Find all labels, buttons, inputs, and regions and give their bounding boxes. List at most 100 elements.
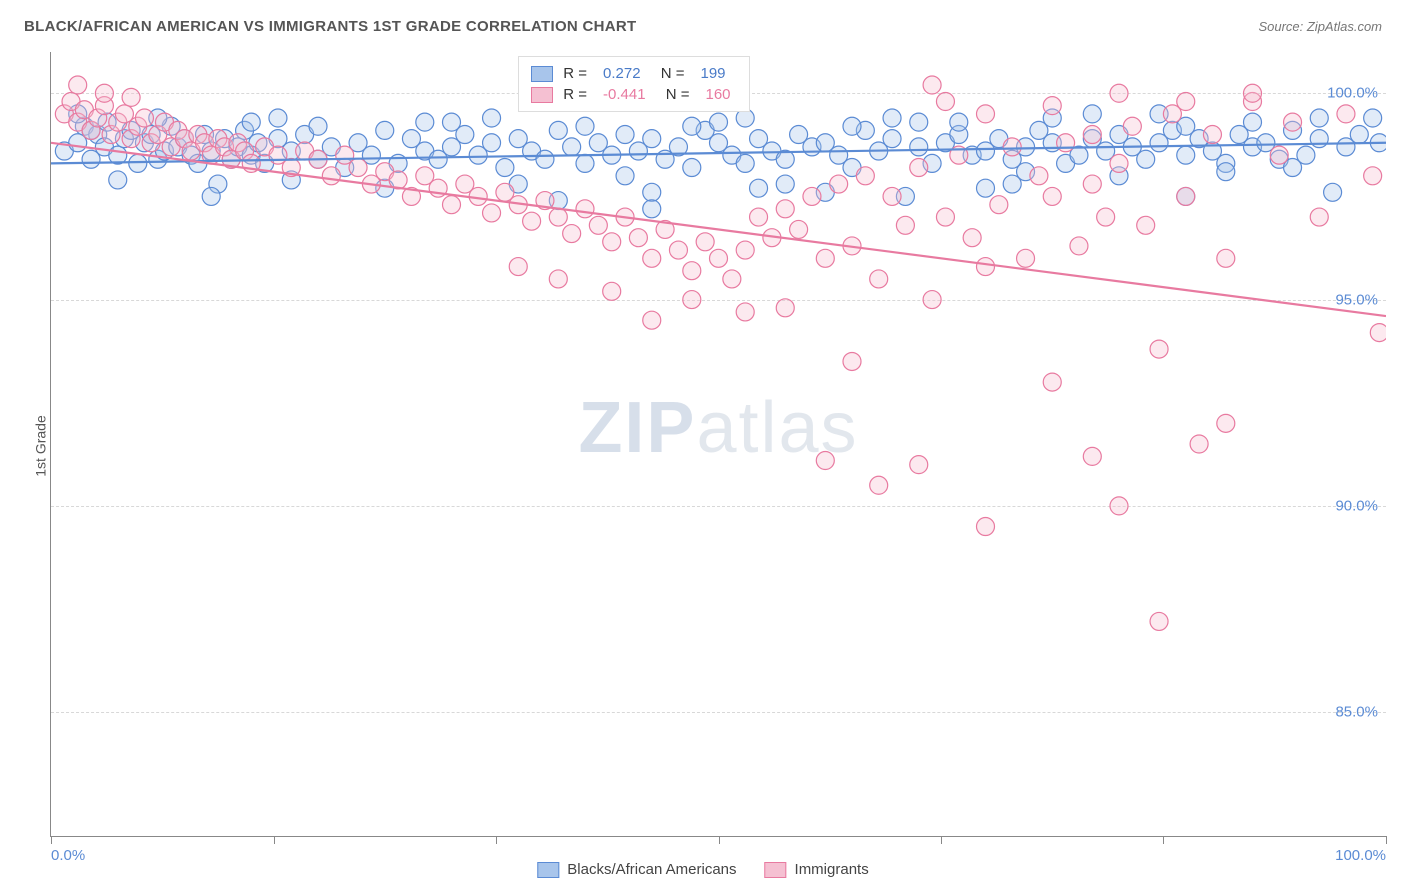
data-point — [963, 229, 981, 247]
data-point — [549, 208, 567, 226]
data-point — [856, 167, 874, 185]
data-point — [710, 249, 728, 267]
data-point — [1137, 150, 1155, 168]
stats-row-blue: R = 0.272 N = 199 — [531, 63, 736, 84]
data-point — [936, 208, 954, 226]
data-point — [896, 216, 914, 234]
data-point — [736, 241, 754, 259]
data-point — [696, 233, 714, 251]
stats-row-pink: R = -0.441 N = 160 — [531, 84, 736, 105]
data-point — [1364, 109, 1382, 127]
data-point — [576, 200, 594, 218]
data-point — [883, 130, 901, 148]
data-point — [1284, 113, 1302, 131]
data-point — [776, 299, 794, 317]
data-point — [603, 233, 621, 251]
data-point — [683, 291, 701, 309]
x-axis-min-label: 0.0% — [51, 847, 85, 864]
data-point — [1123, 117, 1141, 135]
r-label: R = — [563, 86, 587, 103]
regression-line — [51, 143, 1386, 316]
data-point — [376, 121, 394, 139]
data-point — [750, 179, 768, 197]
chart-area: ZIPatlas R = 0.272 N = 199 R = -0.441 N … — [50, 52, 1386, 837]
data-point — [122, 88, 140, 106]
data-point — [683, 262, 701, 280]
data-point — [776, 175, 794, 193]
data-point — [1137, 216, 1155, 234]
data-point — [1083, 126, 1101, 144]
data-point — [1203, 126, 1221, 144]
data-point — [683, 117, 701, 135]
data-point — [1310, 109, 1328, 127]
data-point — [643, 200, 661, 218]
data-point — [736, 303, 754, 321]
data-point — [1190, 435, 1208, 453]
data-point — [950, 113, 968, 131]
data-point — [830, 175, 848, 193]
x-axis-max-label: 100.0% — [1335, 847, 1386, 864]
data-point — [936, 93, 954, 111]
data-point — [416, 113, 434, 131]
data-point — [643, 130, 661, 148]
n-value-blue: 199 — [701, 65, 726, 82]
chart-header: BLACK/AFRICAN AMERICAN VS IMMIGRANTS 1ST… — [0, 0, 1406, 45]
data-point — [349, 159, 367, 177]
data-point — [95, 84, 113, 102]
data-point — [910, 456, 928, 474]
data-point — [1083, 175, 1101, 193]
data-point — [1217, 414, 1235, 432]
data-point — [1030, 167, 1048, 185]
data-point — [549, 121, 567, 139]
data-point — [643, 311, 661, 329]
y-axis-label: 1st Grade — [33, 415, 49, 476]
series-legend: Blacks/African Americans Immigrants — [537, 861, 868, 878]
data-point — [1370, 324, 1386, 342]
data-point — [269, 109, 287, 127]
swatch-pink — [531, 87, 553, 103]
data-point — [589, 216, 607, 234]
data-point — [1057, 134, 1075, 152]
chart-source: Source: ZipAtlas.com — [1258, 19, 1382, 34]
data-point — [923, 76, 941, 94]
swatch-pink — [765, 862, 787, 878]
data-point — [1150, 612, 1168, 630]
data-point — [870, 476, 888, 494]
data-point — [776, 200, 794, 218]
data-point — [629, 229, 647, 247]
legend-label-blue: Blacks/African Americans — [567, 861, 736, 878]
legend-item-blue: Blacks/African Americans — [537, 861, 736, 878]
data-point — [910, 138, 928, 156]
data-point — [1083, 105, 1101, 123]
data-point — [509, 258, 527, 276]
data-point — [723, 270, 741, 288]
n-label: N = — [662, 86, 690, 103]
data-point — [1043, 97, 1061, 115]
data-point — [1177, 187, 1195, 205]
data-point — [496, 159, 514, 177]
data-point — [603, 282, 621, 300]
data-point — [643, 249, 661, 267]
data-point — [816, 452, 834, 470]
plot-region: ZIPatlas R = 0.272 N = 199 R = -0.441 N … — [50, 52, 1386, 837]
data-point — [750, 208, 768, 226]
data-point — [923, 291, 941, 309]
data-point — [536, 150, 554, 168]
data-point — [549, 270, 567, 288]
data-point — [443, 196, 461, 214]
data-point — [443, 113, 461, 131]
data-point — [883, 109, 901, 127]
legend-item-pink: Immigrants — [765, 861, 869, 878]
r-label: R = — [563, 65, 587, 82]
data-point — [977, 518, 995, 536]
data-point — [870, 270, 888, 288]
data-point — [816, 249, 834, 267]
n-value-pink: 160 — [706, 86, 731, 103]
chart-title: BLACK/AFRICAN AMERICAN VS IMMIGRANTS 1ST… — [24, 18, 637, 35]
data-point — [309, 117, 327, 135]
data-point — [242, 113, 260, 131]
data-point — [1043, 373, 1061, 391]
data-point — [1097, 208, 1115, 226]
data-point — [669, 241, 687, 259]
data-point — [1110, 497, 1128, 515]
